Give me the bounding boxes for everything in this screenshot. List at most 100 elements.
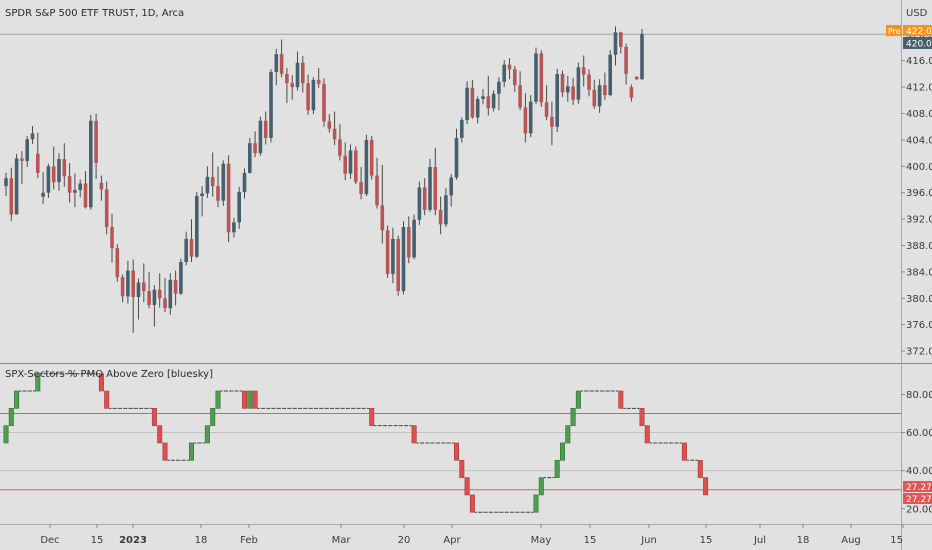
candle-51	[274, 48, 279, 86]
indicator-axis[interactable]: 20.00 40.00 60.00 80.00	[901, 390, 932, 515]
candle-body	[571, 86, 575, 100]
candle-69	[369, 135, 374, 180]
step-down-box	[644, 425, 650, 444]
time-tick-label-2: 2023	[119, 535, 147, 546]
candle-54	[290, 75, 294, 100]
candle-87	[465, 81, 469, 125]
candle-body	[290, 83, 294, 88]
step-up-box	[3, 425, 9, 444]
time-tick-label-7: Apr	[443, 535, 461, 546]
candle-7	[41, 172, 45, 204]
candle-106	[566, 75, 570, 102]
candle-body	[285, 73, 289, 84]
candle-body	[25, 139, 29, 162]
step-107	[570, 408, 576, 426]
candle-body	[475, 99, 480, 118]
candle-45	[242, 168, 247, 199]
candle-body	[269, 71, 273, 138]
candle-33	[179, 258, 183, 296]
step-up-box	[14, 390, 20, 409]
candle-body	[497, 81, 501, 94]
candle-75	[401, 221, 406, 295]
step-down-box	[369, 408, 375, 426]
indicator-pane[interactable]	[0, 373, 901, 513]
candle-70	[375, 157, 379, 209]
step-down-box	[411, 425, 417, 444]
step-77	[411, 425, 417, 444]
candle-body	[407, 227, 411, 258]
premarket-price: 422.05	[906, 27, 932, 37]
candle-body	[73, 190, 77, 193]
candle-50	[269, 69, 273, 143]
indicator-badge-bottom: 27.27	[906, 495, 932, 505]
candle-101	[539, 50, 544, 107]
candle-63	[338, 124, 342, 161]
candle-body	[274, 54, 279, 72]
candle-59	[316, 67, 321, 88]
candle-body	[301, 62, 305, 84]
candle-body	[613, 32, 618, 55]
indicator-tick-label-3: 80.00	[906, 390, 932, 401]
candle-97	[518, 71, 522, 111]
candle-0	[4, 172, 8, 197]
candle-20	[110, 213, 114, 263]
price-tick-label-9: 408.00	[906, 109, 932, 120]
premarket-badge-label: Pre	[888, 27, 901, 36]
price-tick-label-1: 376.00	[906, 320, 932, 331]
candle-body	[581, 67, 586, 75]
candle-body	[120, 277, 125, 297]
candle-body	[523, 107, 528, 134]
candle-body	[348, 150, 353, 174]
candle-11	[62, 143, 67, 187]
candle-16	[89, 114, 93, 210]
candle-body	[507, 64, 512, 70]
step-down-box	[252, 390, 258, 409]
indicator-title[interactable]: SPX-Sectors % PMO Above Zero [bluesky]	[5, 369, 213, 380]
candle-72	[385, 225, 390, 278]
step-down-box	[98, 373, 104, 392]
step-down-box	[697, 459, 703, 478]
candle-body	[226, 163, 231, 233]
symbol-title[interactable]: SPDR S&P 500 ETF TRUST, 1D, Arca	[5, 8, 184, 19]
price-pane[interactable]	[0, 26, 901, 333]
step-69	[369, 408, 375, 426]
step-131	[697, 459, 703, 478]
candle-body	[221, 163, 226, 201]
candle-body	[242, 172, 247, 193]
candle-body	[528, 101, 533, 134]
candle-90	[481, 89, 485, 105]
candle-76	[407, 216, 411, 264]
candle-body	[327, 121, 332, 129]
candle-42	[226, 155, 231, 243]
step-45	[242, 390, 248, 409]
candle-body	[603, 85, 607, 96]
step-1	[8, 408, 14, 426]
candle-107	[571, 77, 575, 105]
candle-body	[550, 116, 554, 127]
step-up-box	[538, 477, 544, 496]
candle-58	[311, 77, 316, 115]
candle-body	[237, 192, 241, 223]
step-2	[14, 390, 20, 409]
step-up-box	[533, 494, 539, 513]
candle-15	[83, 170, 88, 209]
indicator-badge-top: 27.27	[906, 483, 932, 493]
price-tick-label-11: 416.00	[906, 56, 932, 67]
candle-body	[486, 96, 491, 109]
candle-body	[369, 139, 374, 176]
candle-89	[475, 96, 480, 124]
time-axis[interactable]: Dec 15 2023 18 Feb Mar 20 Apr May 15 Jun 15 Jul 18 Aug…	[40, 524, 904, 546]
step-down-box	[242, 390, 248, 409]
time-tick-label-1: 15	[91, 535, 104, 546]
candle-53	[285, 67, 289, 103]
candle-57	[306, 74, 310, 115]
candle-body	[629, 87, 634, 98]
candle-body	[311, 79, 316, 111]
candle-body	[110, 227, 114, 249]
candle-body	[67, 176, 72, 193]
candle-109	[581, 55, 586, 87]
candle-body	[624, 46, 628, 74]
candle-47	[253, 131, 257, 158]
